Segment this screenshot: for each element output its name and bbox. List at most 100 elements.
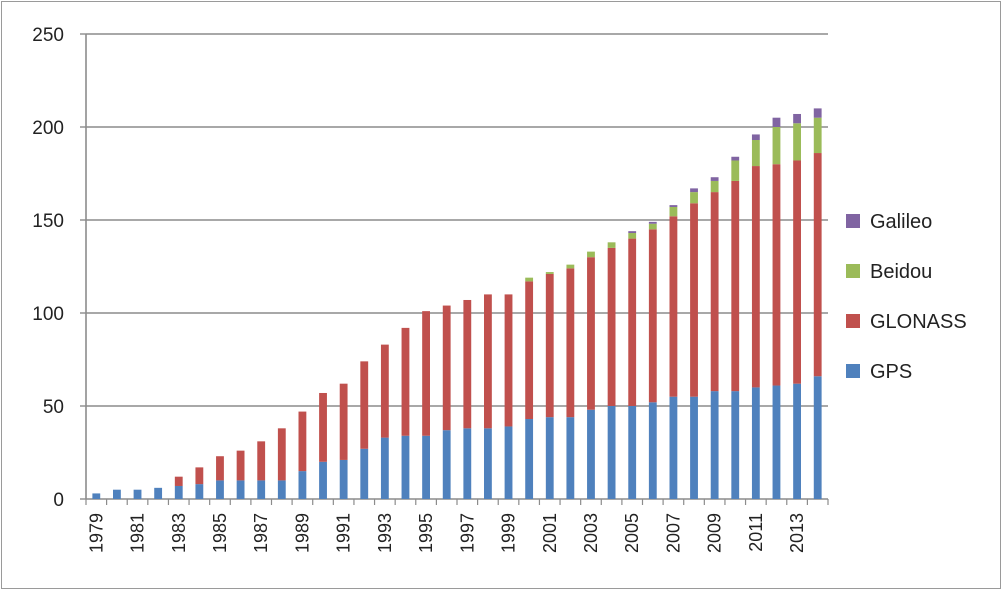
bar-segment-glonass-1987 (257, 441, 266, 481)
x-tick-label: 1991 (334, 513, 354, 553)
bar-segment-glonass-2013 (793, 160, 801, 384)
bar-segment-glonass-1994 (401, 327, 410, 436)
x-tick-label: 2007 (663, 513, 683, 553)
bar-segment-gps-1991 (339, 459, 348, 499)
x-tick-label: 1981 (128, 513, 148, 553)
x-tick-label: 1995 (416, 513, 436, 553)
bar-segment-glonass-1995 (422, 311, 430, 436)
bar-segment-gps-2013 (793, 383, 801, 499)
x-tick-label: 1989 (292, 513, 312, 553)
legend-label-galileo: Galileo (870, 211, 932, 233)
x-tick-label: 1979 (86, 513, 106, 553)
bar-segment-gps-2014 (813, 376, 822, 499)
bar-segment-beidou-2004 (607, 242, 616, 248)
bar-segment-galileo-2011 (751, 134, 760, 141)
x-tick-label: 2011 (746, 513, 766, 552)
bar-segment-gps-1992 (360, 448, 369, 499)
gridlines (86, 33, 828, 407)
bar-segment-galileo-2010 (731, 156, 740, 161)
bar-segment-gps-1999 (504, 426, 513, 499)
legend-swatch-gps (846, 364, 860, 378)
x-tick-label: 1987 (251, 513, 271, 553)
bar-segment-galileo-2005 (628, 231, 637, 234)
legend-swatch-glonass (846, 314, 860, 328)
bar-segment-glonass-2006 (648, 229, 657, 403)
bar-segment-gps-2004 (607, 406, 616, 499)
bar-segment-galileo-2013 (793, 113, 801, 124)
bar-segment-glonass-1999 (504, 294, 513, 427)
bar-segment-beidou-2002 (566, 264, 575, 269)
bar-segment-gps-2011 (751, 387, 760, 499)
bar-segment-galileo-2008 (690, 188, 698, 193)
bar-segment-gps-1984 (195, 484, 204, 499)
bar-segment-glonass-1984 (195, 467, 204, 485)
bar-segment-gps-2000 (525, 419, 534, 499)
bar-segment-gps-1995 (422, 435, 430, 499)
bar-segment-gps-1987 (257, 480, 266, 499)
bar-segment-glonass-2001 (545, 273, 554, 418)
legend-label-glonass: GLONASS (870, 311, 967, 333)
bar-segment-glonass-2010 (731, 180, 740, 392)
bar-segment-beidou-2005 (628, 233, 637, 239)
x-tick-label: 2005 (622, 513, 642, 553)
x-tick-label: 1983 (169, 513, 189, 553)
bar-segment-glonass-2008 (690, 203, 698, 397)
y-tick-label: 200 (32, 118, 64, 139)
bar-segment-gps-2010 (731, 391, 740, 499)
bar-segment-gps-1983 (174, 485, 183, 499)
bar-segment-glonass-2014 (813, 153, 822, 377)
x-tick-label: 1993 (375, 513, 395, 553)
bar-segment-gps-1996 (442, 430, 451, 499)
bar-segment-glonass-1993 (380, 344, 389, 438)
bar-segment-glonass-1997 (463, 299, 472, 429)
bar-segment-glonass-2004 (607, 247, 616, 406)
bar-segment-beidou-2007 (669, 206, 678, 217)
bar-segment-glonass-1985 (216, 456, 224, 481)
bar-segment-gps-1988 (277, 480, 286, 499)
y-tick-label: 0 (53, 490, 64, 511)
bar-segment-glonass-2002 (566, 268, 575, 418)
y-tick-label: 50 (43, 397, 64, 418)
y-tick-label: 250 (32, 25, 64, 46)
x-tick-label: 2003 (581, 513, 601, 553)
bar-segment-galileo-2012 (772, 117, 781, 127)
bar-segment-beidou-2010 (731, 160, 740, 181)
bar-segment-glonass-1996 (442, 305, 451, 431)
x-tick-label: 2001 (540, 513, 560, 553)
bar-segment-gps-1981 (133, 489, 142, 499)
bar-segment-gps-2012 (772, 385, 781, 499)
bars (92, 108, 822, 499)
bar-segment-gps-1994 (401, 435, 410, 499)
bar-segment-gps-1997 (463, 428, 472, 499)
bar-segment-gps-1982 (154, 487, 163, 499)
bar-segment-galileo-2014 (813, 108, 822, 118)
bar-segment-gps-2002 (566, 417, 575, 499)
bar-segment-gps-1985 (216, 480, 224, 499)
bar-segment-beidou-2011 (751, 140, 760, 167)
bar-segment-glonass-1988 (277, 428, 286, 481)
y-tick-label: 100 (32, 304, 64, 325)
x-tick-label: 1997 (457, 513, 477, 553)
bar-segment-gps-1986 (236, 480, 245, 499)
x-tick-label: 2013 (787, 513, 807, 553)
bar-segment-gps-2005 (628, 406, 637, 499)
bar-segment-glonass-2009 (710, 192, 719, 392)
bar-segment-gps-2007 (669, 396, 678, 499)
bar-segment-galileo-2007 (669, 205, 678, 207)
bar-segment-gps-1989 (298, 471, 307, 499)
bar-segment-gps-2001 (545, 417, 554, 499)
bar-segment-glonass-2012 (772, 164, 781, 386)
bar-segment-beidou-2003 (587, 251, 595, 258)
bar-segment-gps-2006 (648, 402, 657, 499)
bar-segment-beidou-2009 (710, 180, 719, 193)
bar-segment-beidou-2012 (772, 127, 781, 165)
bar-segment-glonass-1986 (236, 450, 245, 481)
legend-swatch-galileo (846, 214, 860, 228)
bar-segment-gps-1993 (380, 437, 389, 499)
bar-segment-beidou-2008 (690, 192, 698, 204)
bar-segment-glonass-1989 (298, 411, 307, 472)
legend-label-beidou: Beidou (870, 261, 932, 283)
bar-segment-beidou-2006 (648, 223, 657, 230)
axes: 0 50 100 150 200 250 1979 1981 1983 1985 1987 1989 1… (32, 25, 829, 553)
